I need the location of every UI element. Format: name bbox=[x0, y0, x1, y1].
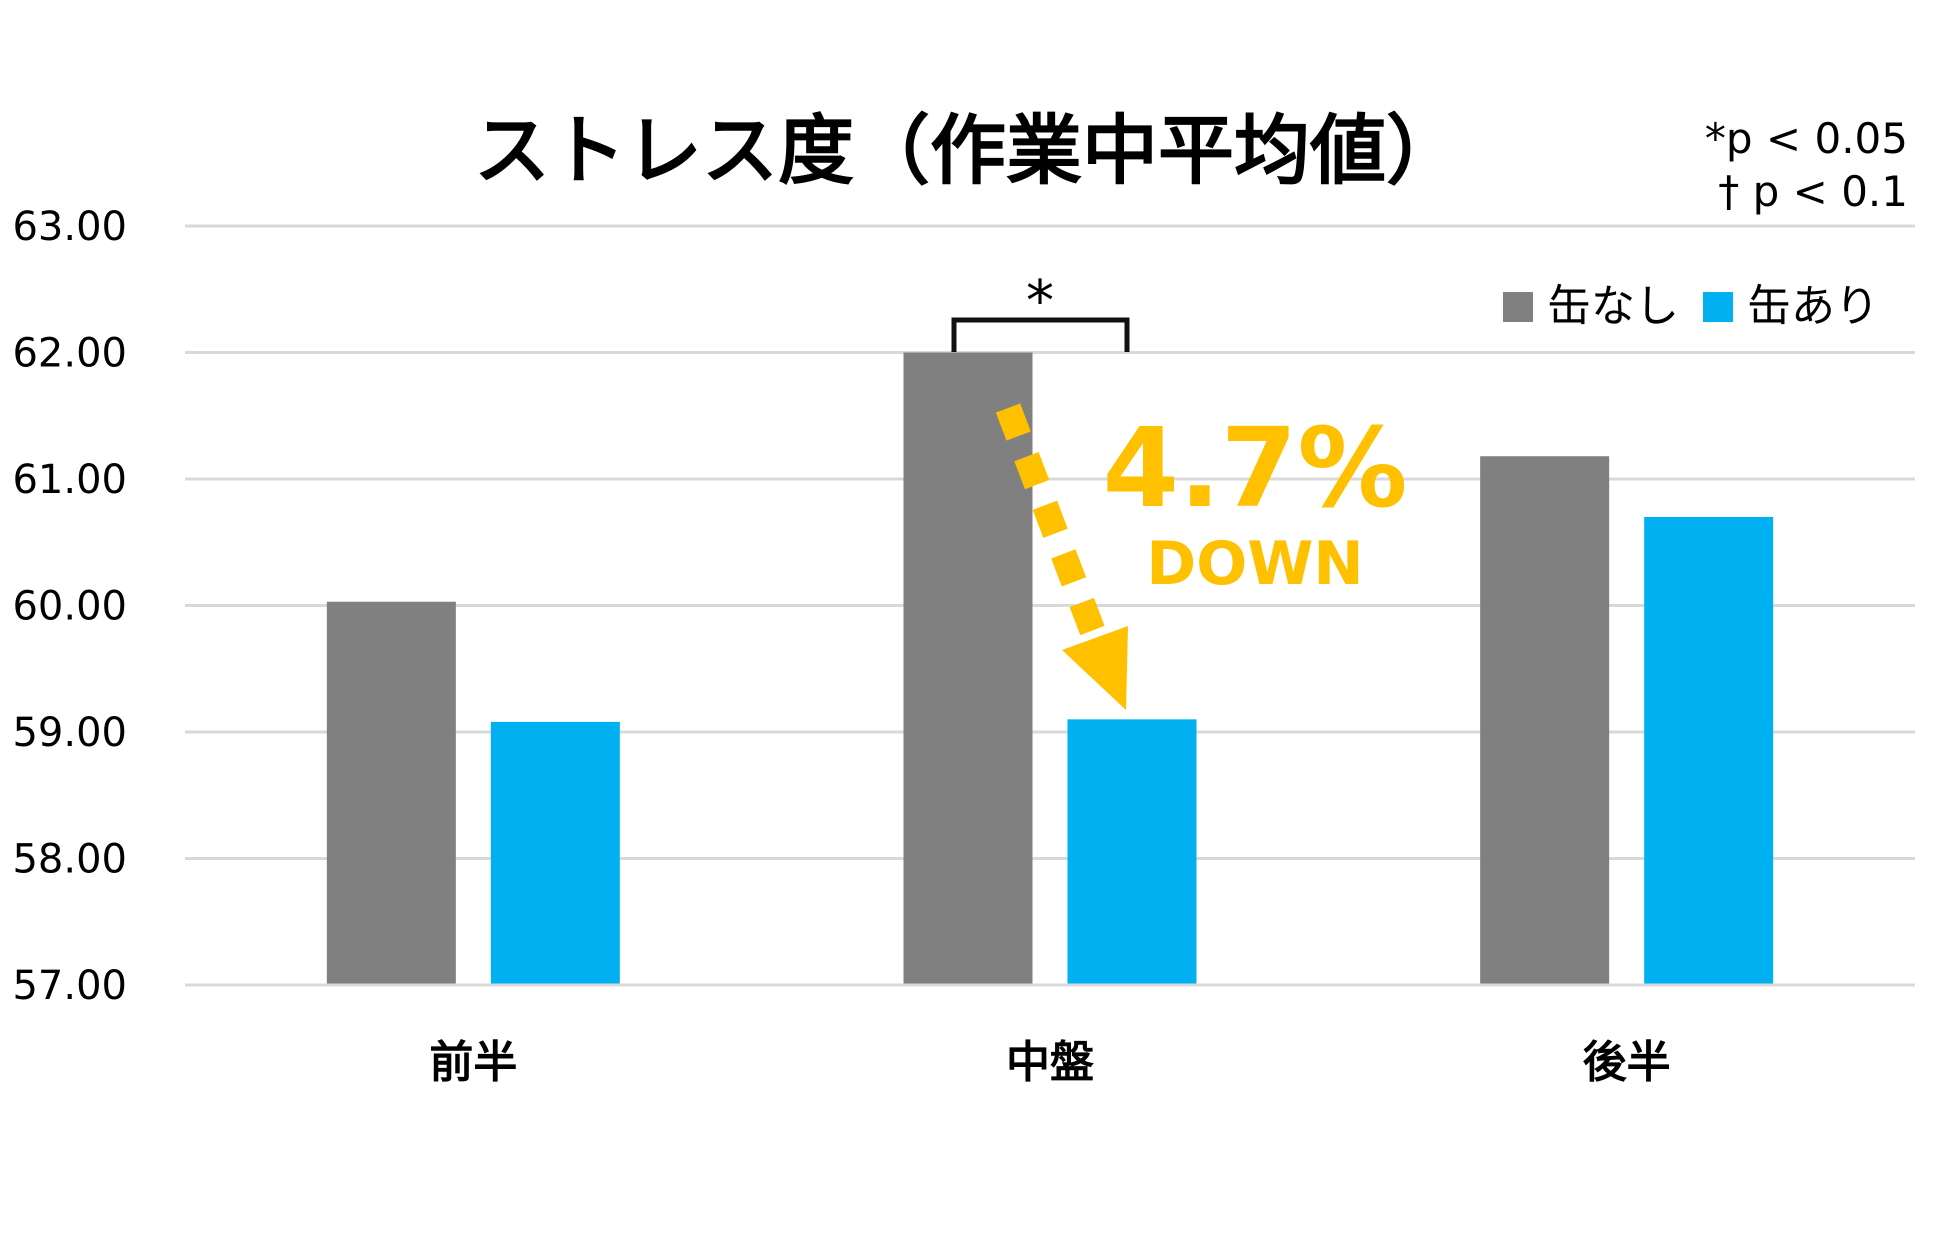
chart-title: ストレス度（作業中平均値） bbox=[474, 106, 1462, 195]
significance-star: * bbox=[1026, 269, 1054, 334]
significance-note-2: † p < 0.1 bbox=[1718, 167, 1908, 216]
down-arrow bbox=[995, 403, 1128, 710]
down-arrow-head bbox=[1062, 626, 1128, 710]
y-tick-label: 61.00 bbox=[12, 457, 127, 503]
x-tick-label: 後半 bbox=[1583, 1037, 1671, 1088]
bar-no-can-2 bbox=[1480, 456, 1610, 986]
bar-with-can-1 bbox=[1067, 719, 1197, 985]
bar-with-can-2 bbox=[1644, 516, 1774, 985]
x-tick-label: 前半 bbox=[429, 1037, 517, 1088]
y-tick-label: 59.00 bbox=[12, 710, 127, 756]
bar-no-can-0 bbox=[326, 601, 456, 985]
bar-with-can-0 bbox=[490, 721, 620, 985]
bar-no-can-1 bbox=[903, 352, 1033, 985]
legend-swatch-no-can bbox=[1503, 292, 1533, 322]
y-tick-label: 60.00 bbox=[12, 584, 127, 630]
significance-note-1: *p < 0.05 bbox=[1705, 114, 1908, 163]
legend-swatch-with-can bbox=[1703, 292, 1733, 322]
legend: 缶なし 缶あり bbox=[1503, 281, 1879, 332]
change-percentage: 4.7% bbox=[1102, 404, 1407, 532]
change-direction: DOWN bbox=[1146, 529, 1363, 599]
gridlines bbox=[185, 224, 1915, 987]
y-tick-label: 62.00 bbox=[12, 331, 127, 377]
bars bbox=[185, 352, 1915, 987]
x-axis-ticks: 前半 中盤 後半 bbox=[429, 1037, 1670, 1088]
legend-label-with-can: 缶あり bbox=[1747, 281, 1879, 332]
down-arrow-shaft bbox=[995, 403, 1109, 645]
x-tick-label: 中盤 bbox=[1006, 1037, 1094, 1088]
significance-bracket bbox=[951, 317, 1130, 352]
y-tick-label: 58.00 bbox=[12, 837, 127, 883]
y-axis-ticks: 57.00 58.00 59.00 60.00 61.00 62.00 63.00 bbox=[12, 204, 127, 1009]
y-tick-label: 57.00 bbox=[12, 963, 127, 1009]
legend-label-no-can: 缶なし bbox=[1547, 281, 1679, 332]
y-tick-label: 63.00 bbox=[12, 204, 127, 250]
